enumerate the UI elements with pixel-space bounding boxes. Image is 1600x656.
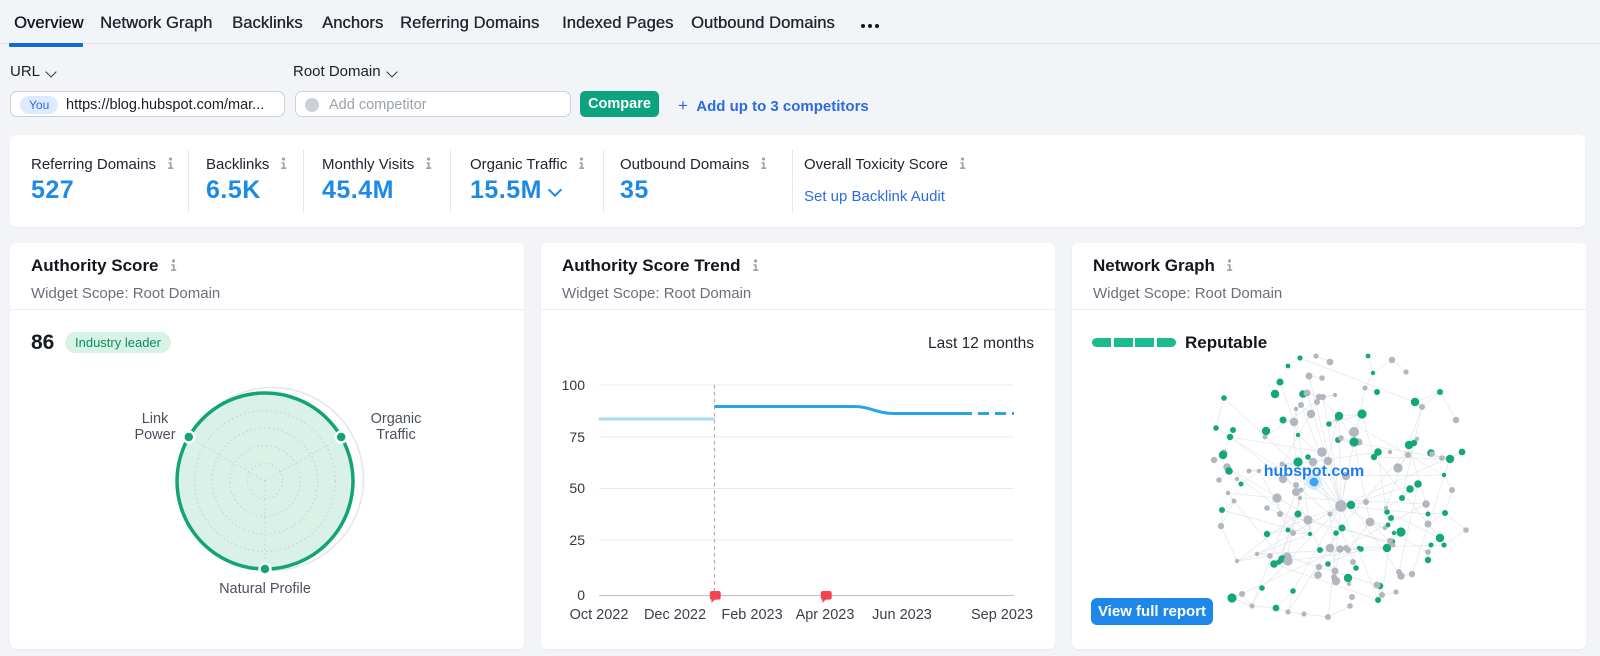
svg-text:hubspot.com: hubspot.com — [1264, 463, 1364, 480]
svg-text:50: 50 — [569, 480, 585, 496]
svg-text:25: 25 — [569, 532, 585, 548]
svg-text:Oct 2022: Oct 2022 — [570, 607, 629, 623]
svg-text:100: 100 — [562, 377, 586, 393]
svg-text:75: 75 — [569, 429, 585, 445]
svg-text:0: 0 — [577, 587, 585, 603]
svg-text:Dec 2022: Dec 2022 — [644, 607, 706, 623]
svg-text:Jun 2023: Jun 2023 — [872, 607, 932, 623]
svg-text:Apr 2023: Apr 2023 — [796, 607, 855, 623]
svg-text:Feb 2023: Feb 2023 — [721, 607, 782, 623]
svg-text:Sep 2023: Sep 2023 — [971, 607, 1033, 623]
